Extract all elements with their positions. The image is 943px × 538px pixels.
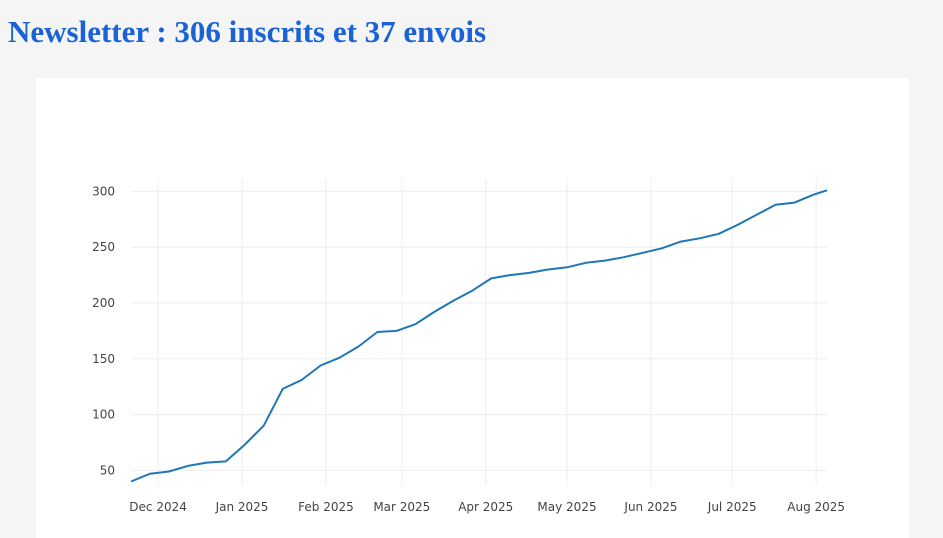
data-layer [129, 188, 830, 484]
data-point[interactable] [583, 260, 588, 265]
data-point[interactable] [185, 463, 190, 468]
x-tick-label: Apr 2025 [458, 500, 513, 514]
grid-layer [131, 178, 827, 486]
data-point[interactable] [223, 459, 228, 464]
y-tick-label: 300 [92, 184, 115, 198]
data-point[interactable] [242, 442, 247, 447]
data-point[interactable] [621, 255, 626, 260]
data-point[interactable] [318, 363, 323, 368]
data-point[interactable] [166, 469, 171, 474]
y-tick-label: 50 [100, 463, 115, 477]
data-point[interactable] [565, 265, 570, 270]
data-point[interactable] [280, 386, 285, 391]
data-point[interactable] [527, 270, 532, 275]
data-point[interactable] [147, 471, 152, 476]
data-point[interactable] [337, 355, 342, 360]
data-point[interactable] [451, 298, 456, 303]
data-point[interactable] [356, 344, 361, 349]
data-point[interactable] [413, 322, 418, 327]
data-point[interactable] [773, 202, 778, 207]
data-point[interactable] [716, 231, 721, 236]
data-point[interactable] [640, 250, 645, 255]
x-tick-label: Jan 2025 [215, 500, 269, 514]
line-chart: 50 100 150 200 250 300 Dec 2024 Jan 2025 Feb 202… [92, 178, 845, 514]
data-point[interactable] [754, 212, 759, 217]
data-point[interactable] [546, 267, 551, 272]
data-point[interactable] [432, 309, 437, 314]
x-tick-label: Jul 2025 [707, 500, 757, 514]
x-tick-label: Jun 2025 [623, 500, 677, 514]
data-point[interactable] [508, 273, 513, 278]
page-title: Newsletter : 306 inscrits et 37 envois [8, 14, 487, 49]
data-point[interactable] [825, 188, 830, 193]
data-point[interactable] [129, 479, 134, 484]
data-point[interactable] [470, 288, 475, 293]
data-point[interactable] [375, 330, 380, 335]
x-tick-label: Dec 2024 [129, 500, 187, 514]
data-point[interactable] [394, 328, 399, 333]
x-tick-label: Mar 2025 [373, 500, 430, 514]
x-tick-label: May 2025 [537, 500, 596, 514]
data-point[interactable] [678, 239, 683, 244]
data-point[interactable] [261, 423, 266, 428]
y-tick-label: 250 [92, 240, 115, 254]
x-tick-label: Feb 2025 [298, 500, 354, 514]
data-point[interactable] [602, 258, 607, 263]
x-tick-label: Aug 2025 [787, 500, 845, 514]
data-point[interactable] [299, 377, 304, 382]
data-point[interactable] [792, 200, 797, 205]
data-point[interactable] [489, 276, 494, 281]
series-line [130, 189, 828, 483]
data-point[interactable] [811, 192, 816, 197]
y-tick-label: 150 [92, 352, 115, 366]
data-point[interactable] [735, 222, 740, 227]
data-point[interactable] [697, 236, 702, 241]
data-point[interactable] [204, 460, 209, 465]
axis-layer: 50 100 150 200 250 300 Dec 2024 Jan 2025 Feb 202… [92, 184, 845, 514]
y-tick-label: 200 [92, 296, 115, 310]
data-point[interactable] [659, 246, 664, 251]
y-tick-label: 100 [92, 408, 115, 422]
chart-panel: 50 100 150 200 250 300 Dec 2024 Jan 2025 Feb 202… [36, 78, 909, 538]
